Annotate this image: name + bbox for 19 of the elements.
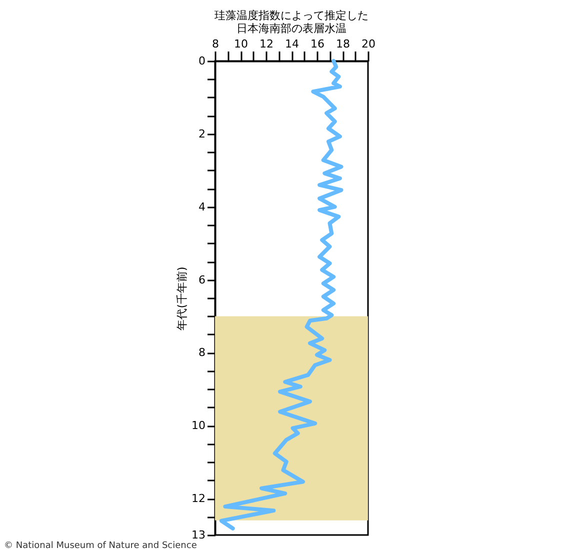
x-tick-label: 14 xyxy=(285,38,299,50)
x-tick-label: 12 xyxy=(260,38,274,50)
x-tick-label: 10 xyxy=(234,38,248,50)
x-tick-label: 20 xyxy=(362,38,376,50)
y-tick-label: 4 xyxy=(198,200,206,214)
y-tick-label: 2 xyxy=(198,127,206,140)
x-tick-label: 18 xyxy=(336,38,350,50)
text: © National Museum of Nature and Science xyxy=(4,541,198,550)
x-tick-label: 8 xyxy=(212,38,219,50)
y-tick-label: 10 xyxy=(192,419,206,432)
y-tick-label: 0 xyxy=(198,54,206,68)
x-tick-label: 16 xyxy=(310,38,324,50)
y-axis-title: 年代(千年前) xyxy=(176,266,189,330)
y-tick-label: 13 xyxy=(192,528,206,542)
y-tick-label: 8 xyxy=(198,346,206,360)
chart-title: 珪藻温度指数によって推定した日本海南部の表層水温 xyxy=(214,9,368,35)
y-tick-label: 6 xyxy=(198,273,206,286)
line-series xyxy=(219,59,344,530)
y-tick-label: 12 xyxy=(192,492,206,506)
